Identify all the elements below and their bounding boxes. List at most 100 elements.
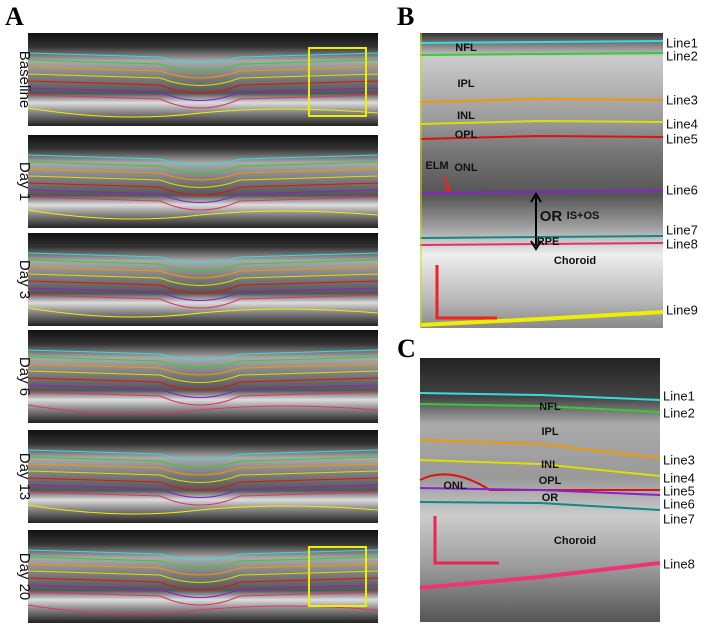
layer-line <box>27 259 379 271</box>
layer-line <box>27 577 379 591</box>
oct-image <box>28 430 378 523</box>
layer-label: INL <box>457 110 475 122</box>
layer-line <box>27 182 379 196</box>
line-label: Line1 <box>663 388 695 403</box>
line-label: Line1 <box>666 35 698 50</box>
layer-line <box>27 384 379 398</box>
layer-label: Choroid <box>554 535 596 547</box>
layer-line <box>27 280 379 294</box>
line-label: Line8 <box>663 556 695 571</box>
layer-line <box>27 349 379 361</box>
layer-line <box>27 80 379 94</box>
layer-line <box>27 470 379 483</box>
layer-line <box>27 477 379 491</box>
layer-line <box>27 463 379 476</box>
layer-line <box>27 307 379 318</box>
layer-line <box>27 196 379 211</box>
panel-b: BLine1Line2Line3Line4Line5Line6Line7Line… <box>397 2 698 328</box>
roi-box <box>308 47 367 117</box>
line-label: Line8 <box>666 236 698 251</box>
layer-line <box>27 591 379 606</box>
layer-line <box>27 273 379 286</box>
layer-line <box>27 66 379 79</box>
panel-a: A Baseline Day 1 Day 3 Day 6 Day 13 Day 20 <box>5 2 379 623</box>
row-label: Baseline <box>16 51 33 109</box>
layer-line <box>27 370 379 383</box>
layer-line <box>27 294 379 309</box>
layer-line <box>27 161 379 173</box>
row-label: Day 3 <box>16 260 33 299</box>
layer-label: OR <box>540 208 563 225</box>
layer-label: INL <box>541 459 559 471</box>
layer-label: ONL <box>454 162 478 174</box>
oct-image <box>28 233 378 326</box>
row-label: Day 20 <box>16 553 33 601</box>
line-label: Line5 <box>666 131 698 146</box>
oct-image <box>28 330 378 423</box>
line-label: Line2 <box>666 48 698 63</box>
layer-lines <box>419 392 661 590</box>
layer-line <box>27 189 379 203</box>
layer-line <box>27 356 379 368</box>
line-label: Line7 <box>666 222 698 237</box>
layer-line <box>27 556 379 568</box>
row-label: Day 6 <box>16 357 33 396</box>
layer-label: ELM <box>425 160 448 172</box>
line-label: Line2 <box>663 405 695 420</box>
layer-line <box>27 363 379 376</box>
layer-lines <box>419 33 664 328</box>
layer-line <box>27 73 379 86</box>
layer-label: OR <box>542 492 559 504</box>
row-label: Day 13 <box>16 453 33 501</box>
roi-box <box>308 546 367 607</box>
panel-label: A <box>5 2 24 31</box>
line-label: Line3 <box>666 92 698 107</box>
oct-image <box>28 33 378 126</box>
layer-label: IPL <box>541 426 558 438</box>
layer-line <box>27 209 379 220</box>
layer-line <box>27 52 379 64</box>
layer-label: OPL <box>539 475 562 487</box>
layer-line <box>27 391 379 406</box>
line-label: Line6 <box>666 182 698 197</box>
layer-line <box>27 87 379 101</box>
layer-line <box>27 94 379 109</box>
layer-line <box>27 154 379 166</box>
layer-line <box>27 168 379 181</box>
panel-label: B <box>397 2 414 31</box>
layer-line <box>27 404 379 415</box>
layer-line <box>27 59 379 71</box>
layer-label: Choroid <box>554 255 596 267</box>
line-label: Line9 <box>666 302 698 317</box>
layer-line <box>27 549 379 561</box>
layer-line <box>27 484 379 498</box>
oct-image <box>420 33 663 328</box>
layer-line <box>27 456 379 468</box>
layer-label: OPL <box>455 129 478 141</box>
oct-image <box>28 135 378 228</box>
layer-line <box>27 175 379 188</box>
line-label: Line7 <box>663 511 695 526</box>
layer-label: IS+OS <box>567 210 600 222</box>
line-label: Line3 <box>663 452 695 467</box>
panel-label: C <box>397 334 416 363</box>
layer-line <box>27 504 379 515</box>
layer-label: NFL <box>539 401 561 413</box>
line-label: Line6 <box>663 496 695 511</box>
layer-line <box>27 491 379 506</box>
layer-line <box>27 252 379 264</box>
layer-line <box>27 266 379 279</box>
layer-label: RPE <box>537 236 560 248</box>
row-label: Day 1 <box>16 162 33 201</box>
layer-line <box>27 563 379 576</box>
layer-line <box>27 570 379 583</box>
layer-line <box>27 449 379 461</box>
layer-line <box>27 107 379 118</box>
line-label: Line4 <box>663 470 695 485</box>
layer-label: IPL <box>457 78 474 90</box>
layer-line <box>27 377 379 391</box>
layer-line <box>27 287 379 301</box>
layer-label: NFL <box>455 42 477 54</box>
